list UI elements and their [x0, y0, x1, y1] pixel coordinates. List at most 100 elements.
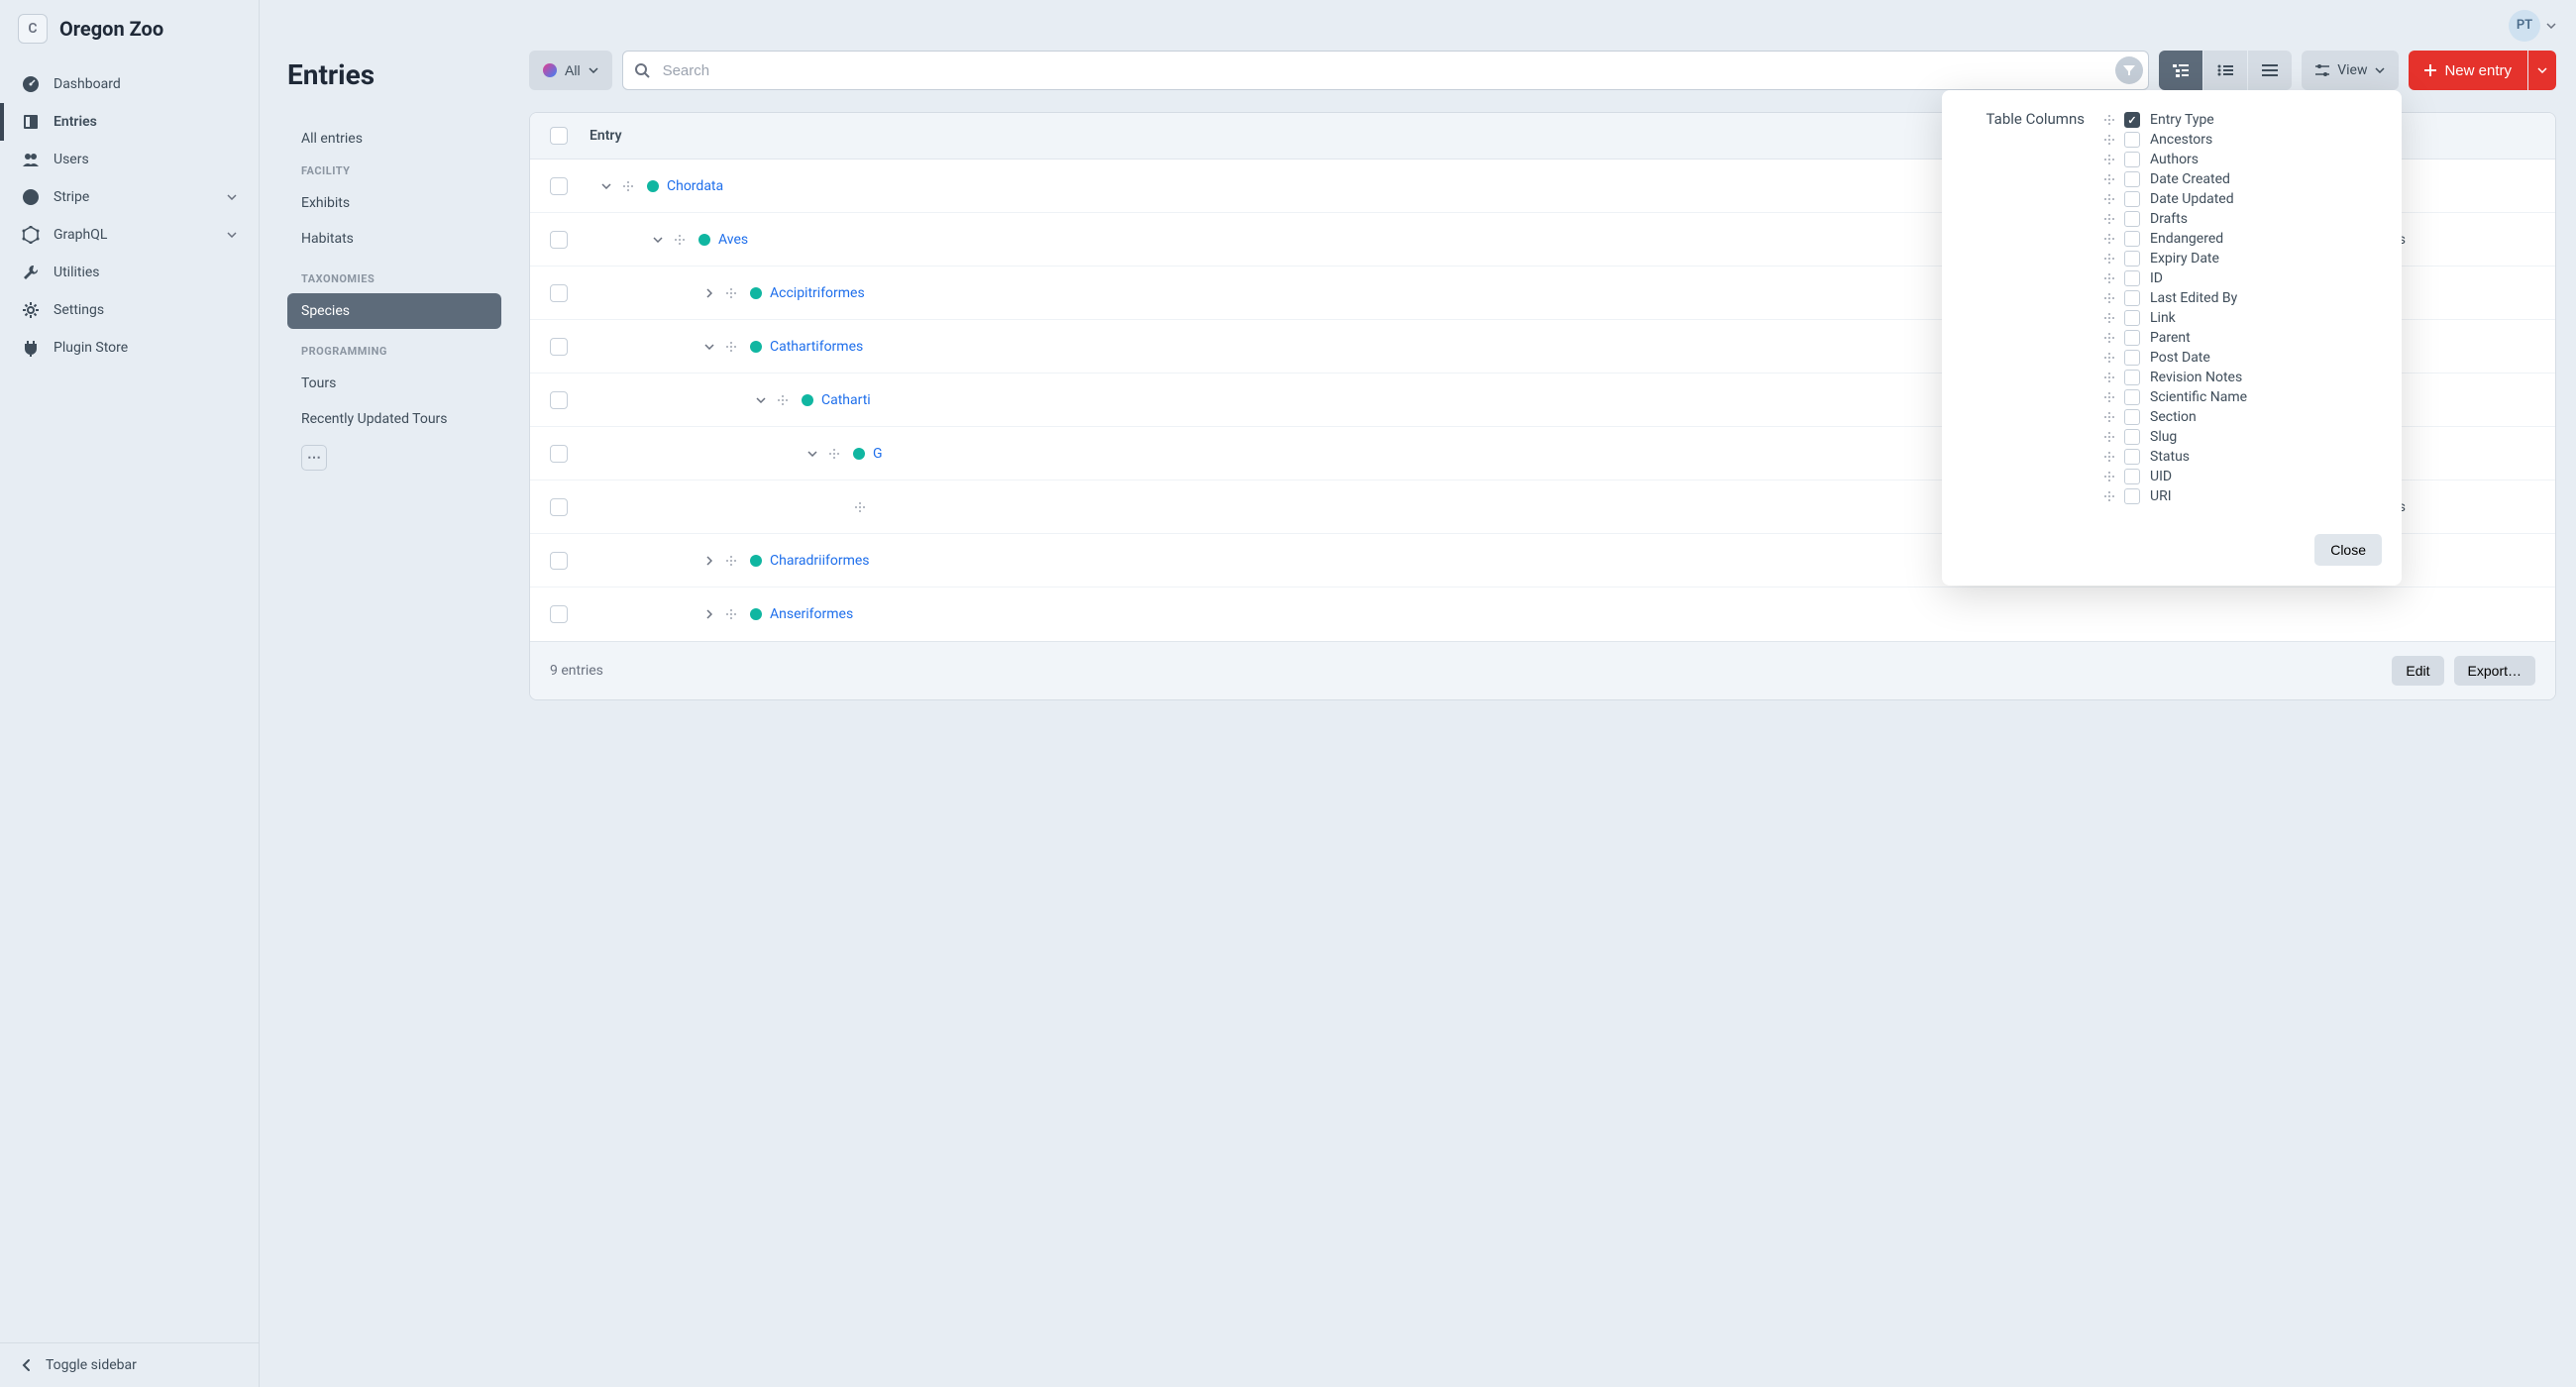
view-menu-button[interactable]: View — [2302, 51, 2399, 90]
drag-handle-icon[interactable] — [2104, 313, 2114, 323]
column-checkbox[interactable] — [2124, 330, 2140, 346]
close-button[interactable]: Close — [2314, 534, 2382, 566]
row-checkbox[interactable] — [550, 445, 568, 463]
column-checkbox[interactable] — [2124, 370, 2140, 385]
nav-item-graphql[interactable]: GraphQL — [0, 216, 259, 254]
entry-link[interactable]: Anseriformes — [770, 606, 853, 622]
new-entry-dropdown[interactable] — [2528, 51, 2556, 90]
drag-handle-icon[interactable] — [2104, 472, 2114, 481]
column-option[interactable]: Drafts — [2104, 209, 2378, 229]
user-menu[interactable]: PT — [2509, 10, 2556, 42]
column-option[interactable]: Date Updated — [2104, 189, 2378, 209]
column-option[interactable]: Section — [2104, 407, 2378, 427]
drag-handle-icon[interactable] — [726, 609, 742, 619]
nav-item-settings[interactable]: Settings — [0, 291, 259, 329]
drag-handle-icon[interactable] — [829, 449, 845, 459]
drag-handle-icon[interactable] — [2104, 412, 2114, 422]
select-all-checkbox[interactable] — [550, 127, 568, 145]
column-option[interactable]: Entry Type — [2104, 110, 2378, 130]
column-option[interactable]: Ancestors — [2104, 130, 2378, 150]
nav-item-users[interactable]: Users — [0, 141, 259, 178]
entry-link[interactable]: Aves — [718, 232, 748, 248]
column-option[interactable]: Slug — [2104, 427, 2378, 447]
view-card-button[interactable] — [2248, 51, 2292, 90]
search-input[interactable] — [622, 51, 2150, 90]
toggle-arrow[interactable] — [804, 451, 821, 457]
nav-item-utilities[interactable]: Utilities — [0, 254, 259, 291]
column-option[interactable]: Expiry Date — [2104, 249, 2378, 268]
column-option[interactable]: Parent — [2104, 328, 2378, 348]
drag-handle-icon[interactable] — [726, 288, 742, 298]
row-checkbox[interactable] — [550, 552, 568, 570]
column-checkbox[interactable] — [2124, 389, 2140, 405]
source-item[interactable]: Species — [287, 293, 501, 329]
drag-handle-icon[interactable] — [2104, 373, 2114, 382]
filter-button[interactable] — [2115, 56, 2143, 84]
toggle-sidebar[interactable]: Toggle sidebar — [0, 1342, 259, 1387]
column-option[interactable]: Scientific Name — [2104, 387, 2378, 407]
column-checkbox[interactable] — [2124, 231, 2140, 247]
toggle-arrow[interactable] — [700, 344, 718, 350]
drag-handle-icon[interactable] — [2104, 115, 2114, 125]
drag-handle-icon[interactable] — [2104, 194, 2114, 204]
drag-handle-icon[interactable] — [623, 181, 639, 191]
column-option[interactable]: Date Created — [2104, 169, 2378, 189]
drag-handle-icon[interactable] — [2104, 353, 2114, 363]
nav-item-stripe[interactable]: Stripe — [0, 178, 259, 216]
source-item[interactable]: Exhibits — [287, 185, 501, 221]
drag-handle-icon[interactable] — [2104, 234, 2114, 244]
column-checkbox[interactable] — [2124, 409, 2140, 425]
column-option[interactable]: ID — [2104, 268, 2378, 288]
column-checkbox[interactable] — [2124, 310, 2140, 326]
row-checkbox[interactable] — [550, 177, 568, 195]
row-checkbox[interactable] — [550, 498, 568, 516]
drag-handle-icon[interactable] — [778, 395, 794, 405]
column-option[interactable]: URI — [2104, 486, 2378, 506]
export-button[interactable]: Export… — [2454, 656, 2535, 686]
source-item[interactable]: Habitats — [287, 221, 501, 257]
source-item[interactable]: Recently Updated Tours — [287, 401, 501, 437]
column-checkbox[interactable] — [2124, 191, 2140, 207]
drag-handle-icon[interactable] — [2104, 432, 2114, 442]
drag-handle-icon[interactable] — [2104, 392, 2114, 402]
view-structure-button[interactable] — [2159, 51, 2202, 90]
nav-item-dashboard[interactable]: Dashboard — [0, 65, 259, 103]
entry-link[interactable]: Charadriiformes — [770, 553, 870, 569]
drag-handle-icon[interactable] — [2104, 254, 2114, 264]
column-option[interactable]: Revision Notes — [2104, 368, 2378, 387]
drag-handle-icon[interactable] — [2104, 273, 2114, 283]
drag-handle-icon[interactable] — [2104, 174, 2114, 184]
column-option[interactable]: UID — [2104, 467, 2378, 486]
filter-all-button[interactable]: All — [529, 51, 612, 90]
column-checkbox[interactable] — [2124, 171, 2140, 187]
sources-more-button[interactable]: ⋯ — [301, 445, 327, 471]
drag-handle-icon[interactable] — [2104, 155, 2114, 164]
drag-handle-icon[interactable] — [675, 235, 691, 245]
entry-link[interactable]: G — [873, 446, 883, 462]
column-checkbox[interactable] — [2124, 350, 2140, 366]
site-logo[interactable]: C — [18, 14, 48, 44]
column-checkbox[interactable] — [2124, 469, 2140, 484]
toggle-arrow[interactable] — [700, 556, 718, 566]
toggle-arrow[interactable] — [700, 609, 718, 619]
column-option[interactable]: Last Edited By — [2104, 288, 2378, 308]
source-all-entries[interactable]: All entries — [287, 121, 501, 157]
entry-link[interactable]: Cathartiformes — [770, 339, 863, 355]
column-checkbox[interactable] — [2124, 251, 2140, 267]
column-checkbox[interactable] — [2124, 449, 2140, 465]
nav-item-entries[interactable]: Entries — [0, 103, 259, 141]
toggle-arrow[interactable] — [700, 288, 718, 298]
drag-handle-icon[interactable] — [726, 556, 742, 566]
row-checkbox[interactable] — [550, 284, 568, 302]
column-option[interactable]: Post Date — [2104, 348, 2378, 368]
column-checkbox[interactable] — [2124, 211, 2140, 227]
row-checkbox[interactable] — [550, 338, 568, 356]
drag-handle-icon[interactable] — [726, 342, 742, 352]
new-entry-button[interactable]: New entry — [2409, 51, 2527, 90]
column-checkbox[interactable] — [2124, 112, 2140, 128]
drag-handle-icon[interactable] — [2104, 214, 2114, 224]
column-checkbox[interactable] — [2124, 152, 2140, 167]
drag-handle-icon[interactable] — [2104, 333, 2114, 343]
drag-handle-icon[interactable] — [2104, 293, 2114, 303]
entry-link[interactable]: Accipitriformes — [770, 285, 865, 301]
